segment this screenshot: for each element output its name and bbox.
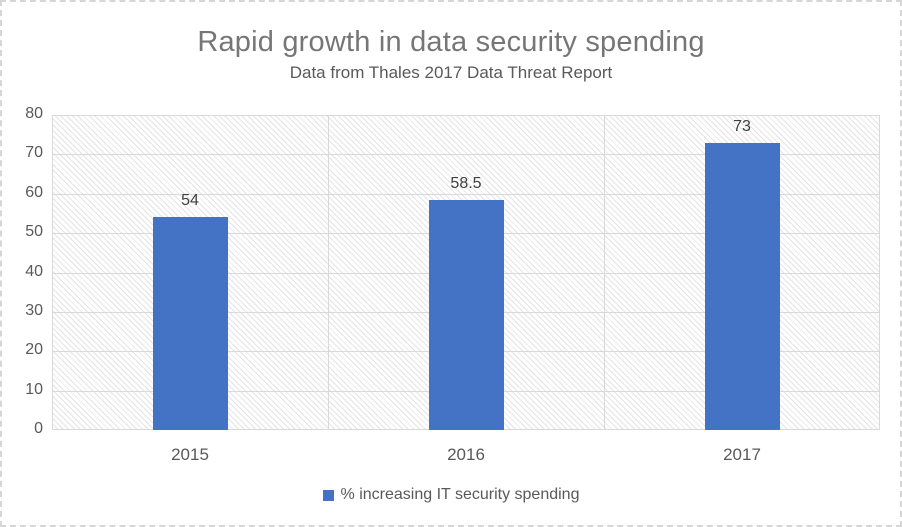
y-axis-tick-label: 60: [25, 183, 43, 201]
chart-title: Rapid growth in data security spending: [197, 26, 705, 58]
x-axis-tick-label: 2017: [723, 445, 761, 464]
gridline: [52, 193, 880, 195]
y-axis-tick-label: 0: [34, 420, 43, 437]
gridline: [52, 115, 53, 430]
plot-area: [52, 115, 880, 430]
y-axis-tick-label: 40: [25, 262, 43, 280]
legend: % increasing IT security spending: [2, 486, 900, 504]
chart-subtitle: Data from Thales 2017 Data Threat Report: [289, 63, 613, 82]
y-axis-tick-label: 70: [25, 144, 43, 162]
data-label: 54: [181, 192, 199, 210]
bar-2016: [428, 199, 504, 430]
legend-label: % increasing IT security spending: [340, 486, 580, 503]
x-axis-tick-label: 2016: [447, 445, 485, 464]
bar-2017: [704, 142, 780, 430]
gridline: [328, 115, 329, 430]
y-axis-tick-label: 80: [25, 105, 43, 122]
legend-swatch-icon: [322, 489, 334, 501]
gridline: [604, 115, 605, 430]
gridline: [52, 115, 880, 116]
y-axis-tick-label: 50: [25, 223, 43, 241]
y-axis-tick-label: 20: [25, 341, 43, 359]
bar-2015: [152, 217, 228, 430]
gridline: [879, 115, 880, 430]
data-label: 73: [733, 117, 751, 135]
x-axis-tick-label: 2015: [171, 445, 209, 464]
gridline: [52, 154, 880, 156]
data-label: 58.5: [450, 174, 482, 192]
y-axis-tick-label: 10: [25, 380, 43, 398]
y-axis-tick-label: 30: [25, 301, 43, 319]
